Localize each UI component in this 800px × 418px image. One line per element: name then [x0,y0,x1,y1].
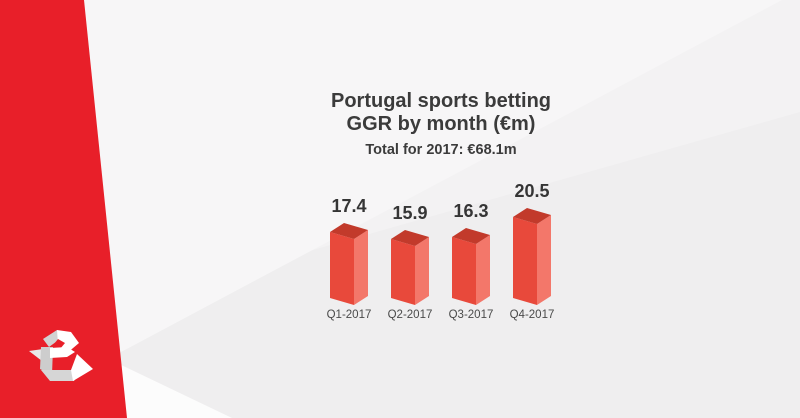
bar-front-face [391,239,415,305]
bar-value-label: 20.5 [514,181,550,201]
bar-top-face [391,230,429,246]
chart-title-line1: Portugal sports betting [331,90,551,112]
bar-top-face [330,223,368,239]
bar-side-face [415,237,429,305]
bar-side-face [537,215,551,305]
bar-top-face [513,208,551,224]
bar-front-face [330,232,354,305]
chart-title-line2: GGR by month (€m) [346,113,536,135]
bar-column [513,208,551,305]
logo-counter [54,339,65,349]
bar-value-label: 15.9 [392,203,428,223]
chart-subtitle: Total for 2017: €68.1m [365,142,517,158]
bar-column [452,228,490,305]
logo-facet [41,370,81,381]
logo-facet [71,354,93,381]
bar-value-label: 16.3 [453,201,489,221]
bar-value-label: 17.4 [331,196,367,216]
logo-facet [40,347,53,375]
bar-category-label: Q1-2017 [326,309,372,321]
logo-facet [50,347,75,358]
bar-top-face [452,228,490,244]
bar-category-label: Q2-2017 [387,309,433,321]
egr-e-logo-icon [29,330,93,381]
bar-category-label: Q4-2017 [509,309,555,321]
bar-front-face [452,237,476,305]
bar-side-face [354,230,368,305]
bar-column [391,230,429,305]
bar-category-label: Q3-2017 [448,309,494,321]
bar-front-face [513,217,537,305]
logo-facet [29,349,43,361]
bar-column [330,223,368,305]
bar-side-face [476,235,490,305]
chart-title: Portugal sports betting GGR by month (€m… [281,90,601,136]
